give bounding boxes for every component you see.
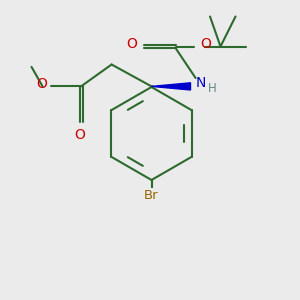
Text: Br: Br [144, 189, 159, 202]
Text: N: N [196, 76, 206, 90]
Text: O: O [37, 77, 47, 91]
Text: O: O [200, 37, 211, 51]
Text: H: H [208, 82, 217, 95]
Text: O: O [127, 37, 137, 51]
Polygon shape [152, 83, 190, 90]
Text: O: O [74, 128, 85, 142]
